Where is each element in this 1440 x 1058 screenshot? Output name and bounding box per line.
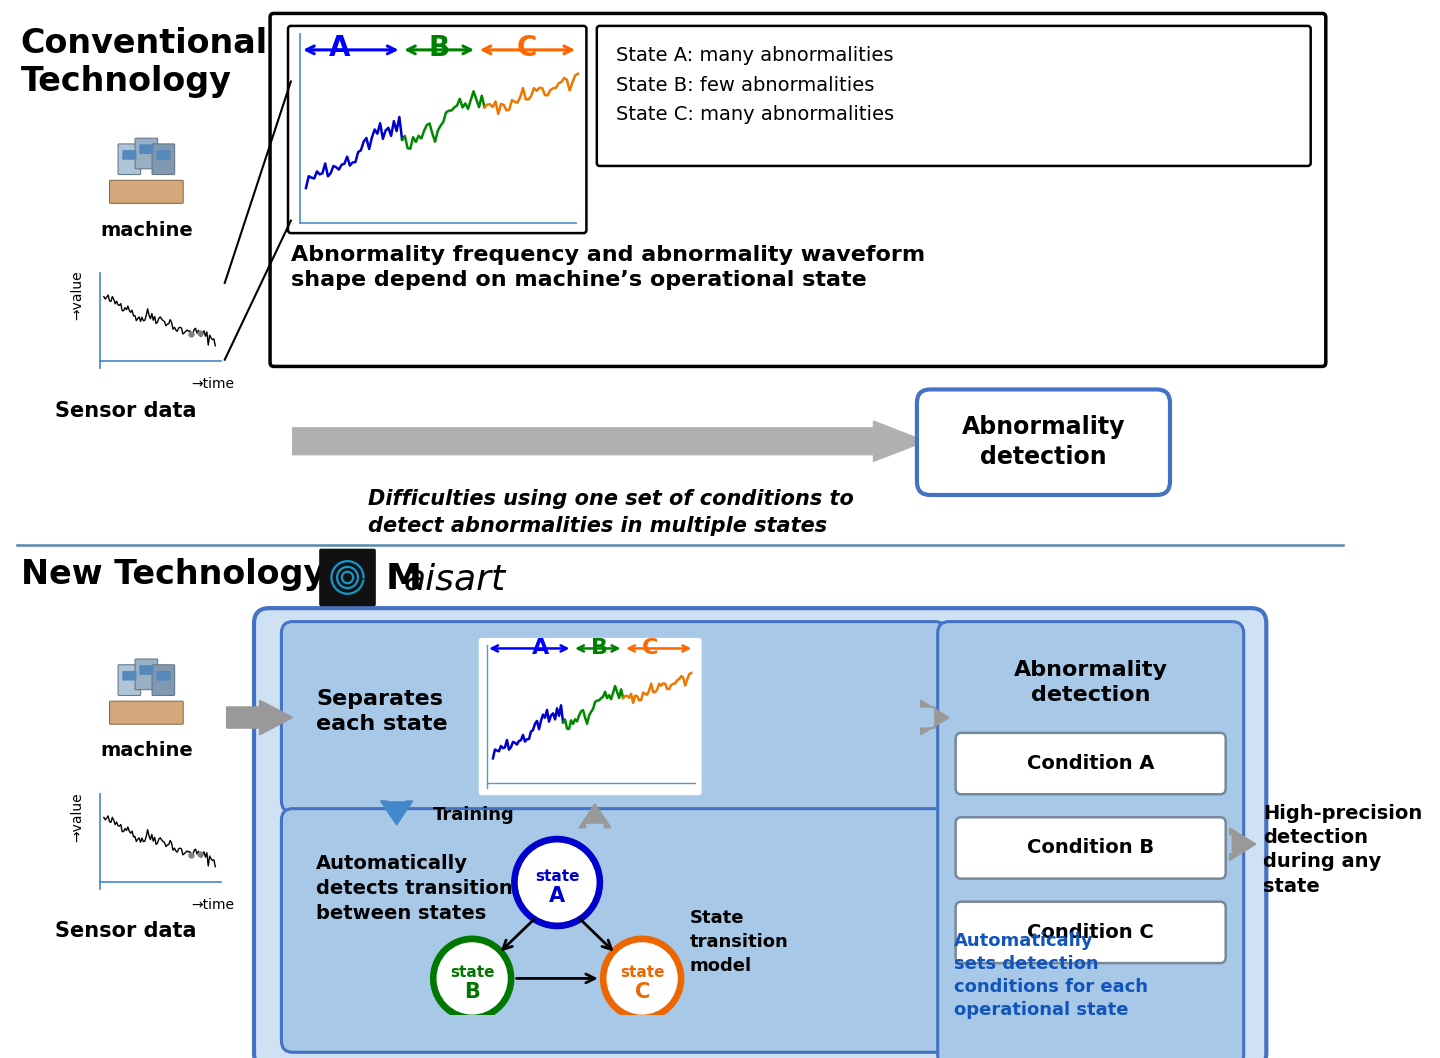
- FancyBboxPatch shape: [281, 622, 946, 813]
- FancyBboxPatch shape: [135, 659, 158, 690]
- Text: state: state: [449, 965, 494, 980]
- Circle shape: [511, 837, 602, 929]
- Text: →time: →time: [192, 898, 235, 912]
- FancyBboxPatch shape: [122, 671, 137, 680]
- Text: M: M: [386, 563, 422, 597]
- Text: New Technology: New Technology: [20, 559, 325, 591]
- Text: state: state: [619, 965, 664, 980]
- Text: →time: →time: [192, 377, 235, 391]
- Text: A: A: [330, 34, 351, 62]
- Text: State A: many abnormalities
State B: few abnormalities
State C: many abnormaliti: State A: many abnormalities State B: few…: [616, 47, 894, 124]
- Text: Conventional
Technology: Conventional Technology: [20, 26, 268, 98]
- Text: aisart: aisart: [403, 563, 505, 597]
- FancyBboxPatch shape: [596, 25, 1310, 166]
- Text: Automatically
detects transition
between states: Automatically detects transition between…: [317, 854, 513, 923]
- FancyBboxPatch shape: [956, 901, 1225, 963]
- FancyBboxPatch shape: [140, 665, 154, 675]
- Text: →value: →value: [71, 271, 85, 321]
- FancyBboxPatch shape: [288, 25, 586, 233]
- FancyBboxPatch shape: [157, 671, 170, 680]
- FancyBboxPatch shape: [122, 150, 137, 160]
- Text: Sensor data: Sensor data: [55, 920, 196, 941]
- Text: →value: →value: [71, 792, 85, 842]
- Text: C: C: [641, 638, 658, 658]
- Text: High-precision
detection
during any
state: High-precision detection during any stat…: [1263, 804, 1423, 895]
- Text: Training: Training: [432, 806, 514, 824]
- Circle shape: [608, 943, 677, 1014]
- Text: Difficulties using one set of conditions to
detect abnormalities in multiple sta: Difficulties using one set of conditions…: [369, 489, 854, 535]
- FancyBboxPatch shape: [478, 638, 701, 796]
- FancyBboxPatch shape: [253, 608, 1266, 1058]
- FancyBboxPatch shape: [320, 549, 376, 606]
- Circle shape: [600, 936, 684, 1021]
- FancyArrow shape: [226, 700, 292, 734]
- FancyBboxPatch shape: [153, 144, 174, 175]
- Text: State
transition
model: State transition model: [690, 910, 788, 974]
- FancyBboxPatch shape: [271, 14, 1326, 366]
- Text: Abnormality
detection: Abnormality detection: [1014, 660, 1168, 705]
- FancyBboxPatch shape: [937, 622, 1244, 1058]
- Circle shape: [438, 943, 507, 1014]
- FancyBboxPatch shape: [135, 139, 158, 169]
- Text: B: B: [429, 34, 449, 62]
- FancyBboxPatch shape: [157, 150, 170, 160]
- FancyArrow shape: [579, 804, 611, 827]
- Text: machine: machine: [99, 741, 193, 760]
- Text: Separates
each state: Separates each state: [317, 690, 448, 734]
- FancyArrow shape: [292, 421, 926, 461]
- FancyBboxPatch shape: [956, 733, 1225, 795]
- FancyBboxPatch shape: [118, 664, 141, 695]
- Text: Condition C: Condition C: [1027, 923, 1153, 942]
- Circle shape: [431, 936, 514, 1021]
- Text: A: A: [549, 886, 566, 906]
- FancyBboxPatch shape: [281, 808, 946, 1053]
- FancyArrow shape: [1230, 827, 1256, 860]
- Text: C: C: [635, 982, 649, 1002]
- Text: state: state: [534, 870, 579, 884]
- FancyBboxPatch shape: [153, 664, 174, 695]
- Text: Abnormality
detection: Abnormality detection: [962, 416, 1125, 469]
- Text: B: B: [592, 638, 608, 658]
- FancyBboxPatch shape: [956, 817, 1225, 878]
- FancyBboxPatch shape: [109, 701, 183, 725]
- Text: C: C: [517, 34, 537, 62]
- FancyArrow shape: [380, 801, 413, 825]
- Text: machine: machine: [99, 221, 193, 239]
- Text: Automatically
sets detection
conditions for each
operational state: Automatically sets detection conditions …: [953, 932, 1148, 1019]
- Text: A: A: [531, 638, 549, 658]
- FancyBboxPatch shape: [140, 144, 154, 154]
- FancyBboxPatch shape: [118, 144, 141, 175]
- Text: B: B: [464, 982, 480, 1002]
- Text: Abnormality frequency and abnormality waveform
shape depend on machine’s operati: Abnormality frequency and abnormality wa…: [291, 244, 924, 290]
- Text: Condition B: Condition B: [1027, 839, 1155, 857]
- FancyArrow shape: [920, 700, 949, 734]
- FancyBboxPatch shape: [917, 389, 1169, 495]
- FancyBboxPatch shape: [109, 180, 183, 203]
- Text: Condition A: Condition A: [1027, 754, 1155, 773]
- Text: Sensor data: Sensor data: [55, 401, 196, 421]
- Circle shape: [518, 843, 596, 922]
